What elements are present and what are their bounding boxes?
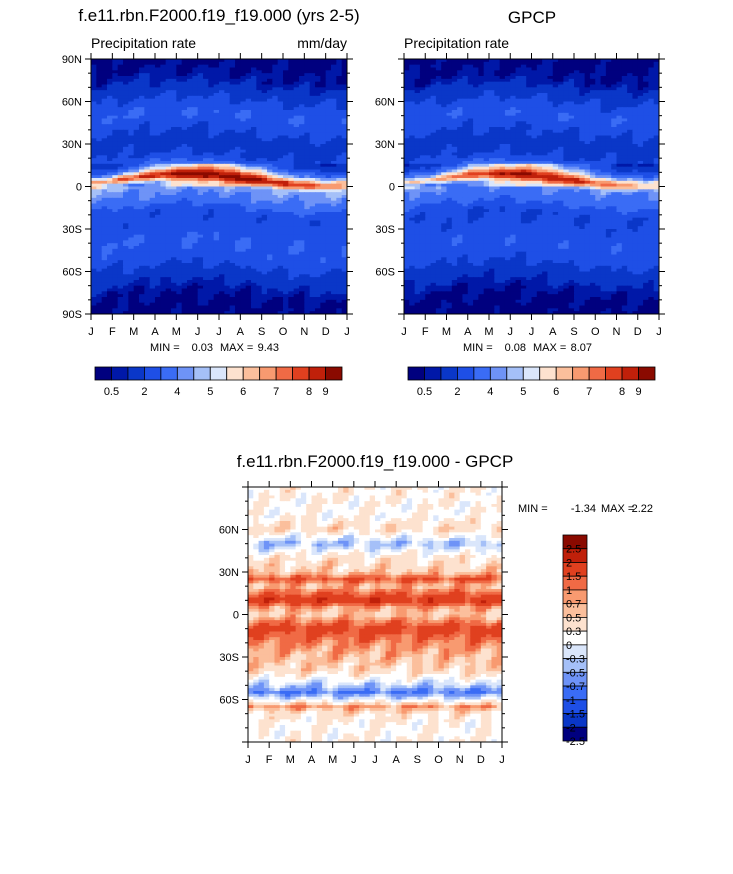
x-tick-label: J	[216, 326, 222, 338]
colorbar-box	[177, 367, 193, 380]
colorbar-box	[227, 367, 243, 380]
x-tick-label: M	[129, 326, 138, 338]
colorbar-label: 9	[322, 386, 328, 398]
x-tick-label: O	[279, 326, 288, 338]
x-tick-label: J	[195, 326, 201, 338]
panel1-y-tick-labels: 90N 60N 30N 0 30S 60S 90S	[62, 54, 82, 321]
panel2-contour-field	[404, 59, 660, 315]
colorbar-label: 7	[273, 386, 279, 398]
panel1-min-label: MIN =	[150, 342, 180, 354]
y-tick-label: 0	[76, 182, 82, 194]
colorbar-box	[194, 367, 210, 380]
colorbar-label: 0.5	[104, 386, 119, 398]
panel-model: f.e11.rbn.F2000.f19_f19.000 (yrs 2-5) Pr…	[62, 6, 360, 398]
x-tick-label: J	[344, 326, 350, 338]
panel1-title: f.e11.rbn.F2000.f19_f19.000 (yrs 2-5)	[78, 6, 359, 25]
colorbar-box	[243, 367, 259, 380]
x-tick-label: D	[322, 326, 330, 338]
x-tick-label: N	[300, 326, 308, 338]
x-tick-label: A	[237, 326, 245, 338]
colorbar-box	[111, 367, 127, 380]
panel2-title: GPCP	[508, 8, 556, 27]
y-tick-label: 30S	[62, 224, 82, 236]
panel1-left-label: Precipitation rate	[91, 35, 196, 51]
colorbar-label: 5	[207, 386, 213, 398]
colorbar-box	[309, 367, 325, 380]
colorbar-label: 8	[306, 386, 312, 398]
colorbar-box	[161, 367, 177, 380]
panel1-contour-field	[91, 59, 348, 315]
x-tick-label: A	[151, 326, 159, 338]
panel1-min-value: 0.03	[192, 342, 213, 354]
panel2-left-label: Precipitation rate	[404, 35, 509, 51]
colorbar-box	[95, 367, 111, 380]
x-tick-label: S	[258, 326, 265, 338]
x-tick-label: F	[109, 326, 116, 338]
panel1-units-label: mm/day	[297, 35, 347, 51]
colorbar-box	[210, 367, 226, 380]
colorbar-label: 6	[240, 386, 246, 398]
colorbar-label: 2	[141, 386, 147, 398]
x-tick-label: M	[172, 326, 181, 338]
y-tick-label: 60S	[62, 267, 82, 279]
x-tick-label: J	[88, 326, 94, 338]
colorbar-box	[276, 367, 292, 380]
colorbar-box	[128, 367, 144, 380]
colorbar-box	[293, 367, 309, 380]
y-tick-label: 90S	[62, 309, 82, 321]
colorbar-box	[260, 367, 276, 380]
panel1-max-label: MAX =	[220, 342, 253, 354]
colorbar-label: 4	[174, 386, 180, 398]
panel1-max-value: 9.43	[258, 342, 279, 354]
y-tick-label: 30N	[62, 139, 82, 151]
y-tick-label: 60N	[62, 97, 82, 109]
y-tick-label: 90N	[62, 54, 82, 66]
colorbar-box	[144, 367, 160, 380]
colorbar-box	[326, 367, 342, 380]
